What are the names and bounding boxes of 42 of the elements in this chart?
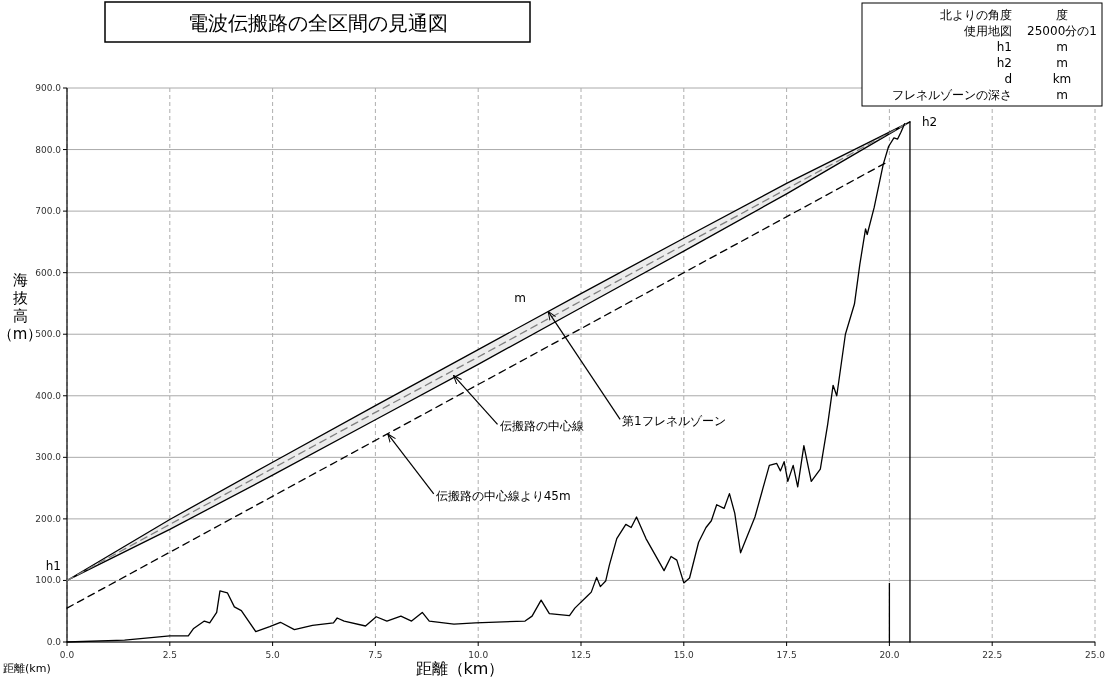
x-tick-label: 25.0 [1084,650,1106,660]
annotation: h2 [921,114,938,129]
y-tick-label: 300.0 [35,452,62,463]
x-tick-label: 10.0 [468,650,489,660]
x-tick-label: 7.5 [368,650,383,660]
text: 北よりの角度 [940,8,1012,22]
text: m [1056,56,1068,70]
text: h2 [996,56,1012,70]
y-tick-label: 500.0 [35,329,62,340]
x-tick-label: 17.5 [776,650,797,660]
x-tick-label: 12.5 [570,650,592,660]
text: d [1004,72,1012,86]
annotation: フレネルゾーンの深さ [892,88,1012,102]
text: 度 [1056,8,1068,22]
text: h1 [996,40,1012,54]
text: 距離(km) [3,662,51,675]
annotation: m [1056,88,1068,102]
x-tick-label: 20.0 [879,650,900,660]
y-tick-label: 600.0 [35,267,62,278]
y-tick-label: 800.0 [35,144,62,155]
annotation: 伝搬路の中心線より45m [435,488,571,503]
annotation: h1 [45,559,61,574]
annotation: m [514,291,526,305]
y-tick-label: 100.0 [35,575,62,586]
annotation: 伝搬路の中心線 [499,419,584,434]
annotation: 第1フレネルゾーン [622,414,726,429]
y-tick-label: 700.0 [35,206,62,217]
x-tick-label: 5.0 [265,650,281,660]
y-tick-label: 200.0 [35,513,62,524]
text: km [1052,72,1072,86]
x-tick-label: 0.0 [59,650,75,660]
x-axis-title: 距離（km） [415,659,505,678]
chart-title: 電波伝搬路の全区間の見通図 [188,11,448,35]
x-tick-label: 22.5 [982,650,1003,660]
text: 使用地図 [964,24,1012,38]
y-tick-label: 400.0 [35,390,62,401]
x-tick-label: 2.5 [162,650,177,660]
x-tick-label: 15.0 [673,650,695,660]
text: m [1056,40,1068,54]
y-tick-label: 900.0 [35,83,62,93]
y-tick-label: 0.0 [46,637,62,647]
text: 25000分の1 [1027,24,1097,38]
